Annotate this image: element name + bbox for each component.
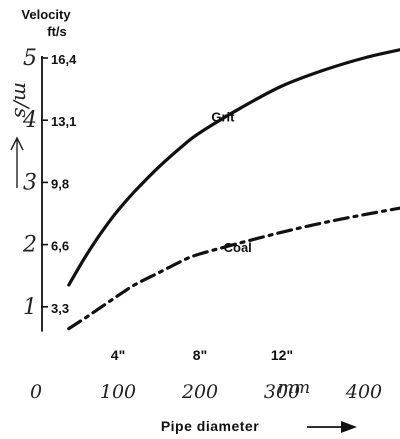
y-tick-label-fts-1: 3,3 — [51, 301, 69, 316]
y-tick-label-fts-3: 9,8 — [51, 176, 69, 191]
x-arrow-head — [341, 421, 357, 433]
x-axis-unit: mm — [278, 378, 310, 398]
x-tick-label-mm-100: 100 — [100, 381, 136, 403]
labels-group: 1 2 3 4 5 3,3 6,6 9,8 13,1 16,4 Velocity ft/s m/s 4" 8… — [10, 7, 382, 434]
y-tick-label-fts-2: 6,6 — [51, 239, 69, 254]
axes — [10, 56, 357, 433]
y-axis-title-velocity: Velocity — [21, 7, 71, 22]
y-tick-label-ms-4: 4 — [22, 108, 37, 133]
y-tick-label-ms-5: 5 — [23, 46, 37, 71]
y-axis-title-fts: ft/s — [47, 24, 67, 39]
x-tick-label-mm-200: 200 — [181, 381, 218, 403]
y-arrow-head — [10, 136, 24, 151]
x-tick-label-mm-0: 0 — [30, 381, 42, 403]
series-group — [67, 48, 400, 331]
y-tick-label-ms-3: 3 — [23, 170, 37, 195]
x-axis-title: Pipe diameter — [161, 418, 259, 434]
series-line-coal — [67, 206, 400, 331]
x-tick-label-mm-300: 300 — [264, 381, 300, 403]
y-tick-label-ms-2: 2 — [22, 233, 37, 258]
series-line-grit — [67, 48, 400, 287]
series-label-coal: Coal — [224, 240, 252, 255]
x-tick-label-in-2: 8" — [193, 347, 207, 363]
x-tick-label-mm-400: 400 — [345, 381, 382, 403]
y-tick-label-ms-1: 1 — [23, 295, 37, 320]
series-label-grit: Grit — [211, 109, 235, 124]
y-tick-label-fts-5: 16,4 — [51, 52, 77, 67]
y-axis-title-ms: m/s — [10, 82, 34, 118]
y-tick-label-fts-4: 13,1 — [51, 114, 76, 129]
x-tick-label-in-1: 4" — [111, 347, 125, 363]
x-tick-label-in-3: 12" — [271, 347, 293, 363]
